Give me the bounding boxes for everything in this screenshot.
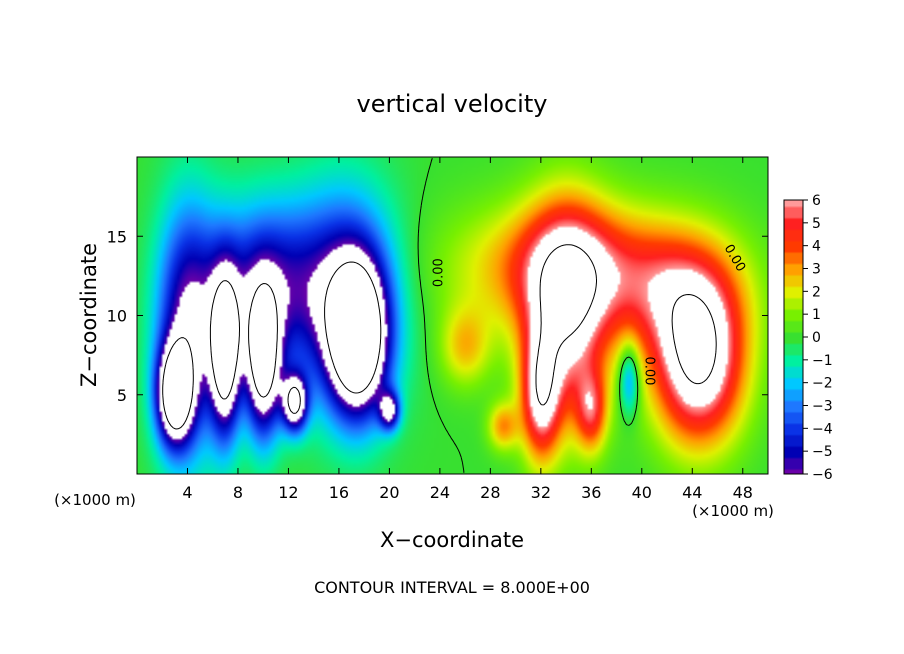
x-tick-label: 36 — [581, 483, 601, 502]
x-axis: 4 8 12 16 20 24 28 32 36 40 44 48 — [182, 157, 753, 502]
x-tick-label: 28 — [480, 483, 500, 502]
colorbar-gradient — [784, 200, 803, 474]
colorbar-tick-label: 1 — [812, 307, 821, 323]
y-axis-label: Z−coordinate — [77, 243, 101, 387]
x-tick-label: 8 — [233, 483, 243, 502]
x-tick-label: 48 — [733, 483, 753, 502]
contour-label: 0.00 — [642, 356, 657, 385]
x-unit-left: (×1000 m) — [54, 491, 136, 509]
colorbar-tick-label: 5 — [812, 216, 821, 232]
x-tick-label: 20 — [379, 483, 399, 502]
colorbar-tick-label: −4 — [812, 421, 833, 437]
colorbar-tick-label: 0 — [812, 330, 821, 346]
chart-title: vertical velocity — [357, 90, 548, 118]
x-tick-label: 44 — [682, 483, 702, 502]
colorbar: 6 5 4 3 2 1 0 −1 −2 −3 −4 −5 −6 — [783, 193, 833, 483]
x-axis-label: X−coordinate — [380, 528, 524, 552]
y-tick-label: 10 — [107, 307, 127, 326]
x-tick-label: 40 — [632, 483, 652, 502]
colorbar-tick-label: 2 — [812, 284, 821, 300]
contour-interval-note: CONTOUR INTERVAL = 8.000E+00 — [314, 578, 590, 597]
colorbar-tick-label: −5 — [812, 444, 833, 460]
colorbar-ticks: 6 5 4 3 2 1 0 −1 −2 −3 −4 −5 −6 — [803, 193, 833, 483]
plot-area: 0.000.000.00 — [136, 156, 769, 475]
y-tick-label: 15 — [107, 227, 127, 246]
x-unit-right: (×1000 m) — [692, 502, 774, 520]
y-tick-label: 5 — [117, 386, 127, 405]
colorbar-tick-label: 4 — [812, 239, 821, 255]
x-tick-label: 24 — [430, 483, 450, 502]
colorbar-tick-label: 3 — [812, 262, 821, 278]
x-tick-label: 4 — [182, 483, 192, 502]
contour-label: 0.00 — [431, 258, 446, 287]
contour-line — [535, 244, 717, 406]
colorbar-tick-label: −2 — [812, 376, 833, 392]
contour-line — [162, 261, 382, 430]
contour-line — [417, 158, 639, 473]
colorbar-tick-label: −1 — [812, 353, 833, 369]
colorbar-tick-label: −3 — [812, 399, 833, 415]
x-tick-label: 32 — [531, 483, 551, 502]
colorbar-tick-label: −6 — [812, 467, 833, 483]
x-tick-label: 16 — [329, 483, 349, 502]
velocity-heatmap — [137, 157, 768, 474]
y-axis: 5 10 15 — [107, 227, 768, 405]
colorbar-tick-label: 6 — [812, 193, 821, 209]
x-tick-label: 12 — [278, 483, 298, 502]
contour-lines — [162, 158, 717, 473]
